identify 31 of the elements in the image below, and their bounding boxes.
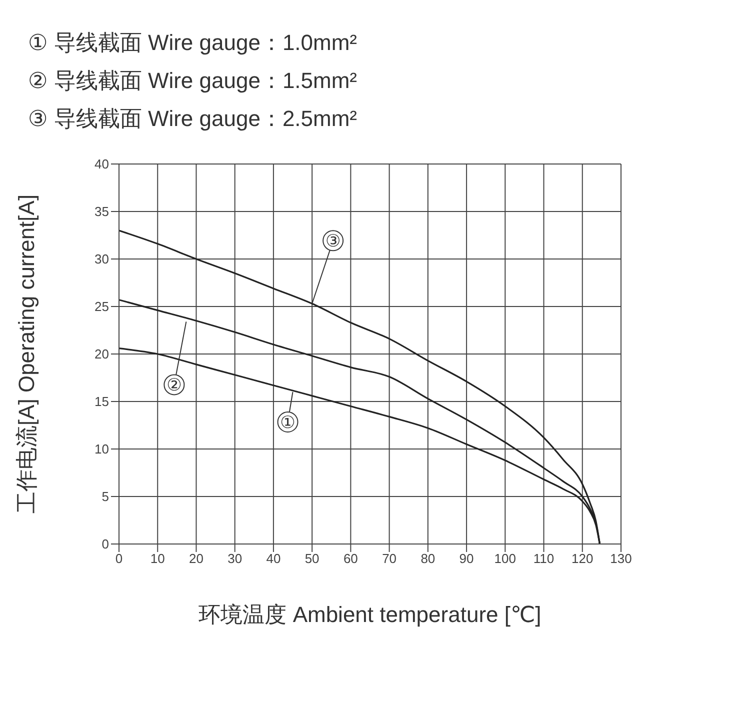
x-tick-label: 120	[572, 551, 594, 566]
x-tick-label: 50	[304, 551, 320, 566]
y-tick-label: 15	[94, 394, 109, 410]
x-tick-label: 80	[420, 551, 436, 566]
x-tick-label: 40	[266, 551, 281, 566]
y-tick-label: 5	[102, 489, 109, 504]
x-tick-label: 100	[494, 551, 516, 566]
y-tick-label: 0	[102, 536, 109, 552]
y-tick-label: 35	[94, 204, 109, 220]
annotation: ②	[166, 376, 182, 395]
y-axis-title: 工作电流[A] Operating current[A]	[14, 194, 39, 514]
x-axis-title: 环境温度 Ambient temperature [℃]	[198, 602, 542, 627]
x-tick-label: 110	[533, 551, 554, 566]
x-tick-label: 60	[343, 551, 358, 566]
text: ② 导线截面 Wire gauge：1.5mm²	[28, 67, 358, 95]
y-tick-label: 30	[94, 252, 109, 267]
text: ③ 导线截面 Wire gauge：2.5mm²	[28, 105, 358, 133]
x-tick-label: 0	[115, 551, 123, 566]
x-tick-label: 10	[150, 551, 165, 566]
annotation: ①	[280, 413, 296, 432]
annotation: ③	[325, 232, 341, 251]
x-tick-label: 30	[228, 551, 242, 566]
text: ① 导线截面 Wire gauge：1.0mm²	[28, 29, 358, 57]
y-tick-label: 20	[94, 346, 109, 362]
x-tick-label: 70	[382, 551, 397, 566]
y-tick-label: 25	[94, 299, 109, 314]
x-tick-label: 130	[610, 551, 632, 566]
y-tick-label: 10	[94, 442, 109, 457]
x-tick-label: 20	[188, 551, 204, 566]
y-tick-label: 40	[94, 156, 109, 172]
x-tick-label: 90	[459, 551, 474, 566]
